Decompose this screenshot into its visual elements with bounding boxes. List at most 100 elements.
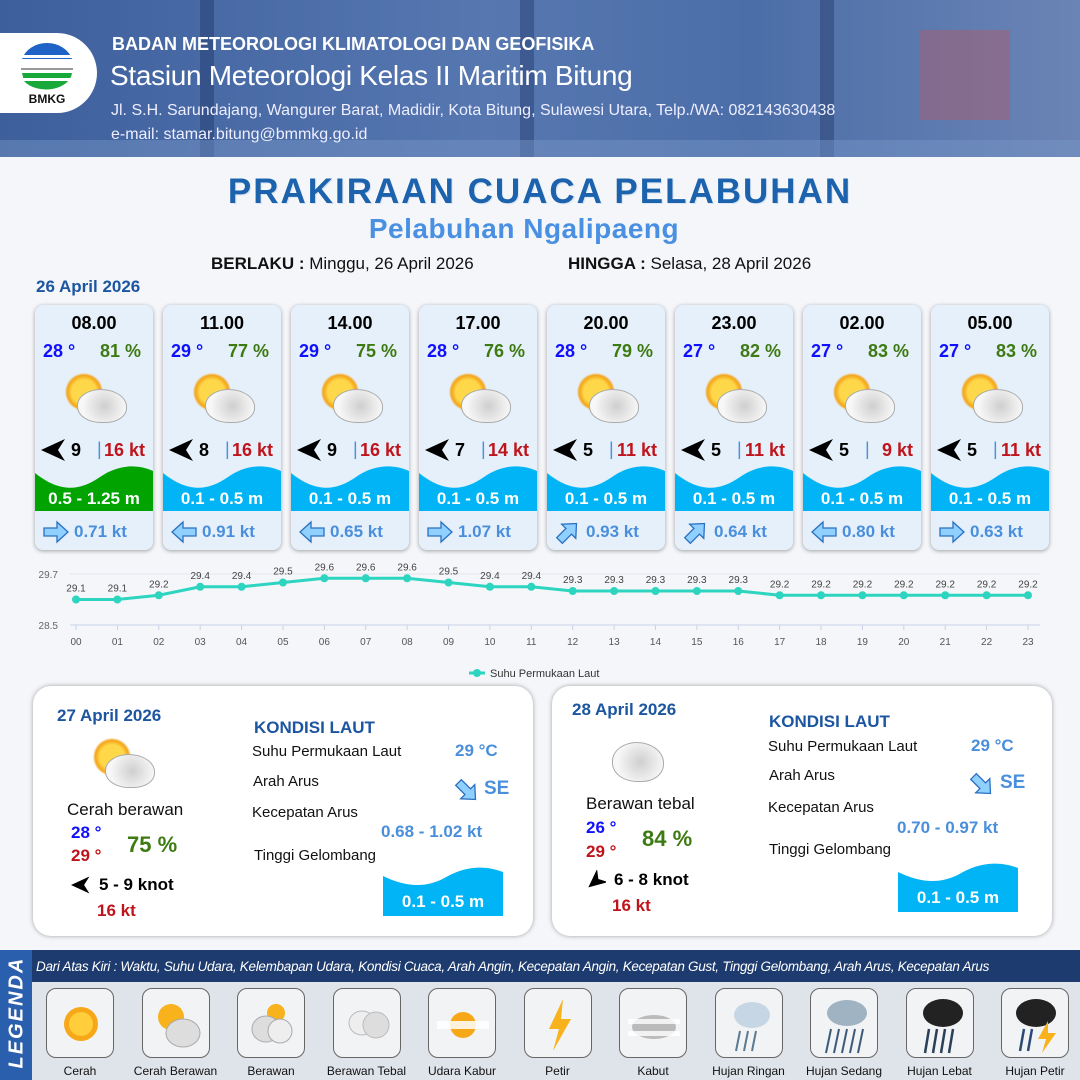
sst-data-label: 29.6 [315, 562, 335, 573]
wind-info: 5 | 11 kt [553, 437, 659, 461]
wave-height: 0.5 - 1.25 m [48, 489, 140, 508]
x-tick-label: 17 [774, 637, 786, 648]
legend-item-sun [46, 988, 114, 1058]
humidity: 79 % [611, 341, 653, 361]
sst-data-label: 29.2 [853, 579, 873, 590]
valid-from-label: BERLAKU : [211, 254, 305, 273]
current-speed: 0.65 kt [330, 522, 383, 541]
current-arrow-right-icon [43, 520, 69, 544]
sst-data-label: 29.6 [356, 562, 376, 573]
sst-point [982, 591, 991, 600]
sst-point [568, 587, 577, 595]
air-temperature: 29 ° [299, 341, 332, 361]
valid-to: HINGGA : Selasa, 28 April 2026 [568, 254, 811, 274]
humidity: 81 % [99, 341, 141, 361]
legend-item-haze [428, 988, 496, 1058]
separator: | [993, 439, 998, 459]
forecast-time: 08.00 [71, 313, 117, 333]
svg-text:BMKG: BMKG [29, 92, 66, 106]
wind-arrow-icon [425, 439, 449, 461]
temp-min: 26 ° [586, 818, 617, 837]
sst-point [734, 587, 743, 595]
day-panel-28-april: 28 April 2026 Berawan tebal 26 ° 29 ° 84… [552, 686, 1052, 936]
sst-point [817, 591, 826, 600]
wind-arrow-icon [681, 439, 705, 461]
legend-item-label: Hujan Lebat [907, 1064, 972, 1078]
current-speed-label: Kecepatan Arus [252, 804, 358, 821]
humidity: 75 % [127, 832, 178, 857]
day-date: 27 April 2026 [57, 706, 162, 725]
wave-icon [931, 466, 1049, 511]
legend-item-label: Berawan Tebal [326, 1064, 407, 1078]
wave-icon [383, 867, 503, 916]
current-arrow-up-right-icon [555, 522, 578, 545]
x-tick-label: 13 [609, 637, 621, 648]
wind-arrow-icon [297, 439, 321, 461]
x-tick-label: 10 [484, 637, 496, 648]
humidity: 76 % [483, 341, 525, 361]
day1-date: 26 April 2026 [36, 277, 141, 296]
humidity: 82 % [739, 341, 781, 361]
legend-item-label: Hujan Petir [1005, 1064, 1065, 1078]
organization-name: BADAN METEOROLOGI KLIMATOLOGI DAN GEOFIS… [112, 34, 595, 54]
haze-icon [437, 1012, 489, 1038]
sst-point [485, 582, 494, 591]
sst-data-label: 29.4 [190, 571, 210, 582]
legend-item-label: Cerah Berawan [133, 1064, 218, 1078]
sst-point [237, 582, 246, 591]
air-temperature: 27 ° [811, 341, 844, 361]
sst-point [651, 587, 660, 595]
legend-item-cloudy [237, 988, 305, 1058]
wave-height-label: Tinggi Gelombang [254, 847, 377, 864]
wind-info: 5 | 9 kt [809, 437, 915, 461]
forecast-time: 23.00 [711, 313, 757, 333]
forecast-card: 20.00 28 ° 79 % 5 | 11 kt 0.1 - 0.5 m 0.93… [547, 305, 665, 550]
x-tick-label: 21 [940, 637, 952, 648]
x-tick-label: 12 [567, 637, 579, 648]
temp-min: 28 ° [71, 823, 102, 842]
sst-point [72, 595, 80, 604]
current-arrow-right-icon [939, 520, 965, 544]
x-tick-label: 22 [981, 637, 993, 648]
page-title: PRAKIRAAN CUACA PELABUHAN [227, 172, 853, 211]
legend-item-heavy-rain [905, 988, 974, 1058]
legend-title-strip: LEGENDA [0, 950, 32, 1080]
valid-to-label: HINGGA : [568, 254, 646, 273]
sst-data-label: 29.3 [729, 575, 749, 586]
current-arrow-right-icon [427, 520, 453, 544]
wind-speed: 9 [327, 440, 338, 460]
weather-condition: Berawan tebal [586, 794, 695, 813]
moderate-rain-icon [825, 1000, 867, 1054]
forecast-time: 11.00 [199, 313, 245, 333]
forecast-card: 02.00 27 ° 83 % 5 | 9 kt 0.1 - 0.5 m 0.80 … [803, 305, 921, 550]
sst-point [403, 574, 412, 583]
sst-point [692, 587, 701, 595]
current-speed: 0.80 kt [842, 522, 895, 541]
sst-point [361, 574, 370, 583]
legend-item-overcast [332, 988, 401, 1058]
wave-height: 0.1 - 0.5 m [692, 489, 776, 508]
sst-data-label: 29.3 [646, 575, 666, 586]
wind-arrow-icon [41, 439, 65, 461]
forecast-time: 02.00 [839, 313, 885, 333]
current-speed: 0.71 kt [74, 522, 127, 541]
sst-point [1024, 591, 1032, 600]
wave-height: 0.1 - 0.5 m [308, 489, 392, 508]
sst-point [113, 595, 122, 604]
wind-arrow-icon [553, 439, 577, 461]
sst-point [610, 587, 619, 595]
sst-point [941, 591, 950, 600]
sst-data-label: 29.2 [811, 579, 831, 590]
x-tick-label: 06 [319, 637, 331, 648]
bmkg-logo: BMKG [0, 33, 97, 113]
legend-item-moderate-rain [810, 988, 878, 1058]
legend-item-lightning [523, 988, 592, 1058]
gust-speed: 16 kt [103, 440, 145, 460]
wave-icon [803, 466, 921, 511]
current-speed: 0.63 kt [970, 522, 1023, 541]
wind-speed: 5 [711, 440, 722, 460]
sst-line [76, 576, 1028, 601]
gust-speed: 11 kt [616, 440, 657, 460]
sst-data-label: 29.5 [273, 567, 293, 578]
station-address: Jl. S.H. Sarundajang, Wangurer Barat, Ma… [111, 102, 836, 119]
